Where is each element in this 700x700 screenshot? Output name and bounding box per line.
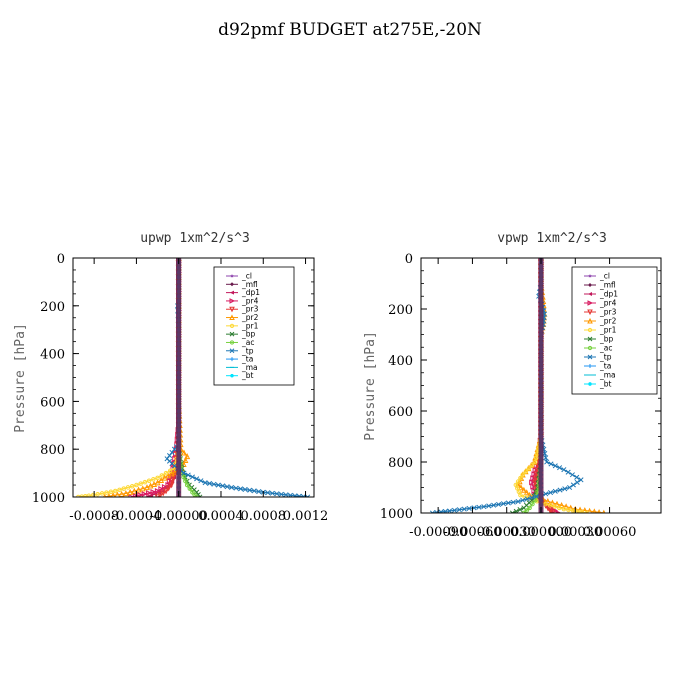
y-tick-label: 600 [388, 405, 413, 420]
y-tick-label: 800 [40, 443, 65, 458]
legend-item-bp: _bp [226, 330, 256, 339]
series-upwp-pr1 [76, 258, 181, 497]
legend-label: _bp [599, 335, 614, 344]
y-tick-label: 1000 [32, 491, 65, 506]
y-axis-label-vpwp: Pressure [hPa] [363, 331, 378, 441]
figure-title: d92pmf BUDGET at275E,-20N [218, 20, 482, 40]
legend-label: _pr2 [599, 317, 617, 326]
legend-item-cl: _cl [584, 272, 610, 281]
legend-item-bp: _bp [584, 335, 614, 344]
x-tick-label: -0.0004 [111, 509, 161, 524]
legend-label: _ta [599, 362, 611, 371]
legend-label: _ac [241, 338, 254, 347]
legend-item-ac: _ac [584, 344, 612, 353]
series-vpwp-tp [429, 258, 584, 513]
legend-label: _tp [241, 346, 254, 355]
legend-label: _pr4 [599, 299, 617, 308]
y-tick-label: 200 [388, 303, 413, 318]
x-tick-label: 0.0008 [241, 509, 287, 524]
legend-item-ta: _ta [584, 362, 611, 371]
legend-item-pr4: _pr4 [584, 299, 617, 308]
legend-label: _ma [599, 371, 616, 380]
legend-item-pr1: _pr1 [226, 321, 259, 330]
x-tick-label: -0.00030 [478, 525, 536, 540]
legend-label: _pr4 [241, 296, 259, 305]
legend-vpwp: _cl_mfl_dp1_pr4_pr3_pr2_pr1_bp_ac_tp_ta_… [571, 266, 658, 395]
legend-item-mfl: _mfl [226, 280, 258, 289]
legend-item-ac: _ac [226, 338, 254, 347]
legend-label: _pr3 [599, 308, 617, 317]
panel-vpwp: vpwp 1xm^2/s^3 Pressure [hPa] 0 200 400 600 80… [363, 231, 662, 540]
legend-item-tp: _tp [226, 346, 254, 355]
legend-label: _mfl [241, 280, 258, 289]
legend-item-tp: _tp [584, 353, 612, 362]
legend-label: _bp [241, 330, 256, 339]
x-tick-label: 0.0012 [283, 509, 329, 524]
y-tick-label: 800 [388, 456, 413, 471]
y-tick-label: 0 [57, 252, 65, 267]
x-tick-label: 0.000000 [510, 525, 572, 540]
panel-title-vpwp: vpwp 1xm^2/s^3 [497, 231, 607, 246]
legend-item-ma: _ma [226, 363, 258, 372]
legend-label: _mfl [599, 281, 616, 290]
legend-label: _cl [599, 272, 610, 281]
legend-label: _bt [599, 380, 612, 389]
y-tick-label: 0 [405, 252, 413, 267]
center-column-upwp [176, 258, 182, 497]
y-axis-label-upwp: Pressure [hPa] [13, 323, 28, 433]
legend-label: _dp1 [241, 288, 260, 297]
legend-item-pr2: _pr2 [584, 317, 617, 326]
legend-label: _ma [241, 363, 258, 372]
legend-item-dp1: _dp1 [584, 290, 618, 299]
legend-item-bt: _bt [584, 380, 612, 389]
legend-item-dp1: _dp1 [226, 288, 260, 297]
y-tick-label: 400 [388, 354, 413, 369]
legend-label: _cl [241, 272, 252, 281]
legend-label: _tp [599, 353, 612, 362]
panel-title-upwp: upwp 1xm^2/s^3 [140, 231, 250, 246]
legend-item-cl: _cl [226, 272, 252, 281]
legend-label: _pr3 [241, 305, 259, 314]
legend-label: _pr1 [241, 321, 259, 330]
legend-upwp: _cl_mfl_dp1_pr4_pr3_pr2_pr1_bp_ac_tp_ta_… [213, 266, 295, 386]
legend-item-ma: _ma [584, 371, 616, 380]
legend-label: _ta [241, 355, 253, 364]
y-tick-label: 200 [40, 300, 65, 315]
legend-item-pr3: _pr3 [226, 305, 259, 314]
x-tick-label: 0.00030 [548, 525, 602, 540]
legend-label: _ac [599, 344, 612, 353]
x-tick-label: -0.00090 [409, 525, 467, 540]
y-tick-label: 600 [40, 395, 65, 410]
x-tick-label: -0.00060 [443, 525, 501, 540]
y-tick-label: 1000 [380, 507, 413, 522]
legend-item-pr3: _pr3 [584, 308, 617, 317]
legend-label: _pr1 [599, 326, 617, 335]
legend-item-bt: _bt [226, 371, 254, 380]
center-column-vpwp [538, 258, 544, 513]
legend-item-ta: _ta [226, 355, 253, 364]
legend-label: _dp1 [599, 290, 618, 299]
legend-label: _bt [241, 371, 254, 380]
panel-upwp: upwp 1xm^2/s^3 Pressure [hPa] 0 200 400 600 80… [13, 231, 328, 524]
x-tick-label: 0.00060 [583, 525, 637, 540]
legend-item-mfl: _mfl [584, 281, 616, 290]
legend-item-pr1: _pr1 [584, 326, 617, 335]
x-tick-label: 0.0004 [198, 509, 244, 524]
x-tick-label: -0.0008 [69, 509, 119, 524]
y-tick-label: 400 [40, 348, 65, 363]
legend-item-pr2: _pr2 [226, 313, 259, 322]
x-tick-label: -0.00000 [150, 509, 208, 524]
legend-item-pr4: _pr4 [226, 296, 259, 305]
legend-label: _pr2 [241, 313, 259, 322]
